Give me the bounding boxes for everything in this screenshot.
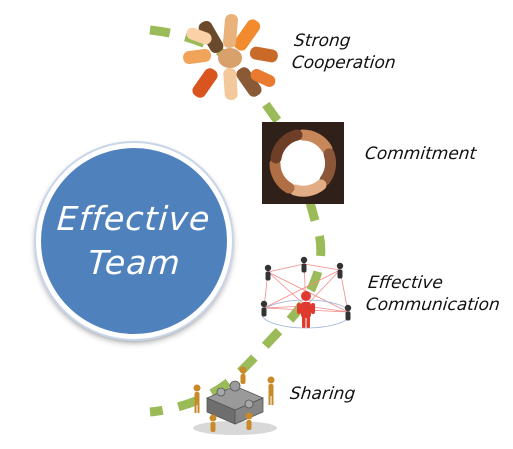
item-label-sharing: Sharing xyxy=(289,383,357,405)
hands-circle-icon xyxy=(262,122,344,204)
item-label-line: Communication xyxy=(364,295,501,315)
item-label-line: Sharing xyxy=(288,384,357,404)
item-label-line: Cooperation xyxy=(290,53,397,73)
people-network-icon xyxy=(256,256,356,336)
hands-together-icon xyxy=(180,12,280,102)
center-circle: Effective Team xyxy=(36,143,232,339)
center-title-line1: Effective xyxy=(55,199,213,238)
item-label-effective-communication: Effective Communication xyxy=(365,272,504,316)
item-label-line: Strong xyxy=(293,31,352,51)
item-label-commitment: Commitment xyxy=(364,143,478,165)
item-label-line: Commitment xyxy=(363,144,478,164)
item-label-line: Effective xyxy=(367,273,444,293)
puzzle-people-icon xyxy=(183,358,283,438)
item-label-strong-cooperation: Strong Cooperation xyxy=(291,30,400,74)
center-title-line2: Team xyxy=(86,243,182,282)
